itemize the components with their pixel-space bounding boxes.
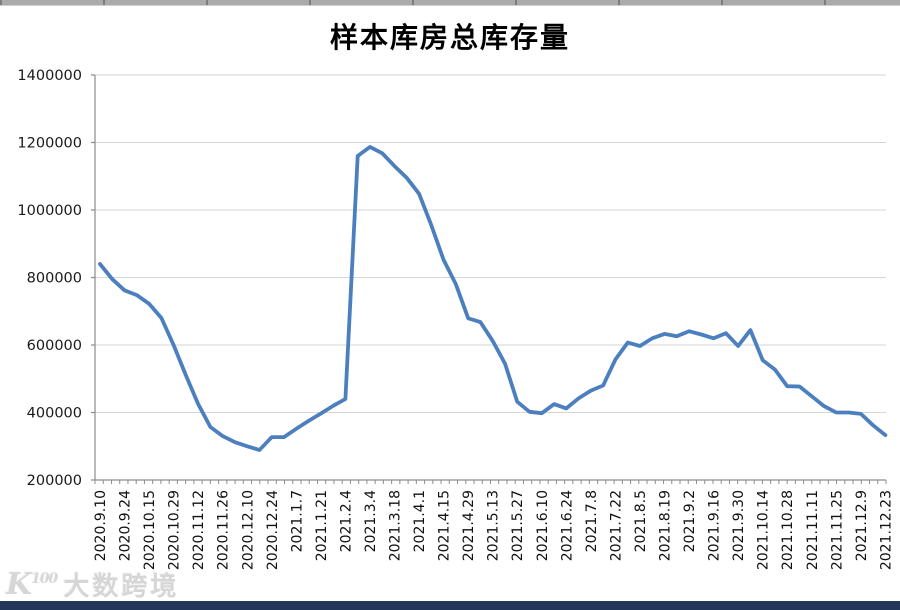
y-tick-label: 200000 xyxy=(27,473,82,489)
x-tick-label: 2021.7.22 xyxy=(608,490,624,561)
x-tick-label: 2021.9.2 xyxy=(682,490,698,552)
x-tick-label: 2021.5.27 xyxy=(510,490,526,561)
y-tick-label: 1400000 xyxy=(17,68,82,84)
x-tick-label: 2021.4.1 xyxy=(412,490,428,552)
x-tick-label: 2021.2.4 xyxy=(338,490,354,552)
spreadsheet-top-edge xyxy=(0,0,900,6)
series-line xyxy=(98,144,888,452)
y-tick-label: 1000000 xyxy=(17,203,82,219)
x-tick-label: 2021.12.23 xyxy=(878,490,894,570)
x-tick-label: 2021.12.9 xyxy=(854,490,870,561)
x-tick-label: 2021.11.25 xyxy=(829,490,845,570)
x-tick-label: 2021.4.29 xyxy=(461,490,477,561)
x-tick-label: 2021.5.13 xyxy=(486,490,502,561)
x-tick-label: 2021.1.21 xyxy=(314,490,330,561)
x-tick-label: 2021.7.8 xyxy=(584,490,600,552)
bottom-accent-bar xyxy=(0,601,900,610)
x-tick-label: 2021.9.30 xyxy=(731,490,747,561)
y-tick-label: 600000 xyxy=(27,338,82,354)
x-tick-label: 2021.9.16 xyxy=(707,490,723,561)
x-tick-label: 2020.11.12 xyxy=(191,490,207,570)
x-tick-label: 2021.10.14 xyxy=(756,490,772,570)
x-tick-label: 2020.9.24 xyxy=(118,490,134,561)
x-tick-label: 2021.4.15 xyxy=(437,490,453,561)
x-tick-label: 2020.10.29 xyxy=(167,490,183,570)
x-tick-label: 2020.11.26 xyxy=(216,490,232,570)
x-tick-label: 2021.6.10 xyxy=(535,490,551,561)
x-tick-label: 2021.8.5 xyxy=(633,490,649,552)
x-tick-label: 2021.3.18 xyxy=(388,490,404,561)
y-tick-label: 400000 xyxy=(27,406,82,422)
x-tick-label: 2020.12.10 xyxy=(240,490,256,570)
x-tick-label: 2020.9.10 xyxy=(93,490,109,561)
x-tick-label: 2021.6.24 xyxy=(559,490,575,561)
x-tick-label: 2021.3.4 xyxy=(363,490,379,552)
x-tick-label: 2020.10.15 xyxy=(142,490,158,570)
x-tick-label: 2021.11.11 xyxy=(805,490,821,570)
x-tick-label: 2020.12.24 xyxy=(265,490,281,570)
y-tick-label: 800000 xyxy=(27,271,82,287)
y-tick-label: 1200000 xyxy=(17,136,82,152)
x-tick-label: 2021.10.28 xyxy=(780,490,796,570)
x-tick-label: 2021.1.7 xyxy=(289,490,305,552)
chart-title: 样本库房总库存量 xyxy=(329,21,570,54)
x-tick-label: 2021.8.19 xyxy=(658,490,674,561)
